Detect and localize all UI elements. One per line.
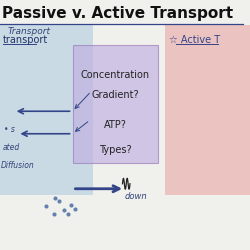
Text: ATP?: ATP? [104, 120, 126, 130]
Text: Concentration: Concentration [80, 70, 150, 80]
Text: Types?: Types? [99, 145, 131, 155]
Text: Transport: Transport [8, 27, 50, 36]
Text: • s: • s [4, 126, 14, 134]
Text: down: down [125, 192, 148, 201]
Text: ated: ated [2, 143, 20, 152]
Bar [0, 25, 92, 195]
Text: ☆ Active T: ☆ Active T [169, 35, 220, 45]
Bar [72, 45, 158, 162]
Text: transport: transport [2, 35, 48, 45]
Text: Diffusion: Diffusion [1, 160, 35, 170]
Text: Passive v. Active Transport: Passive v. Active Transport [2, 6, 233, 21]
Text: Gradient?: Gradient? [91, 90, 139, 100]
Bar [165, 25, 250, 195]
